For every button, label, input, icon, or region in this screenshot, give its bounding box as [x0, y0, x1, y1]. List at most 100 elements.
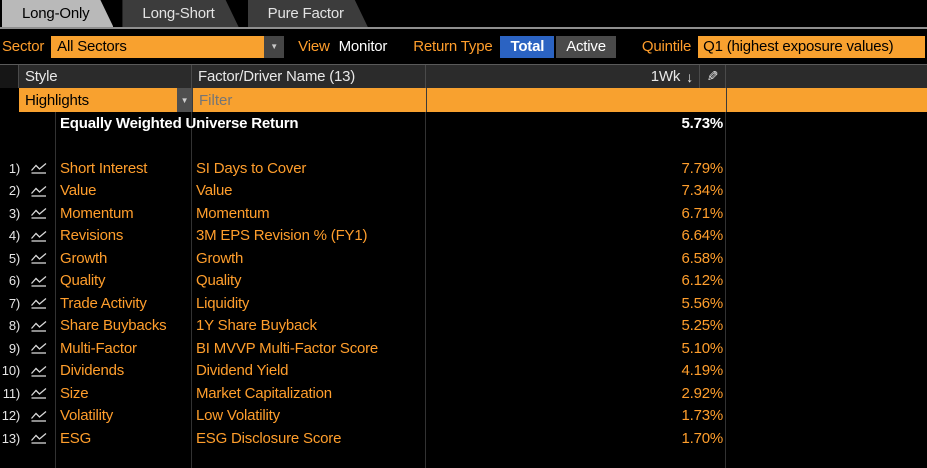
- summary-value: 5.73%: [681, 114, 723, 132]
- factor-cell[interactable]: ESG Disclosure Score: [196, 429, 342, 447]
- value-cell: 4.19%: [681, 362, 723, 380]
- style-cell[interactable]: Short Interest: [60, 159, 148, 177]
- line-chart-icon[interactable]: [30, 275, 48, 287]
- table-header: Style Factor/Driver Name (13) 1Wk ↓ ✎: [0, 64, 927, 88]
- factor-cell[interactable]: Dividend Yield: [196, 362, 289, 380]
- factor-cell[interactable]: SI Days to Cover: [196, 159, 307, 177]
- table-row[interactable]: 13) ESG ESG Disclosure Score 1.70%: [0, 427, 927, 450]
- value-cell: 5.56%: [681, 294, 723, 312]
- style-cell[interactable]: Momentum: [60, 204, 134, 222]
- edit-column-button[interactable]: ✎: [700, 65, 726, 88]
- style-cell[interactable]: Growth: [60, 249, 108, 267]
- line-chart-icon[interactable]: [30, 162, 48, 174]
- return-type-total-button[interactable]: Total: [500, 35, 555, 58]
- line-chart-icon[interactable]: [30, 230, 48, 242]
- table-row[interactable]: 11) Size Market Capitalization 2.92%: [0, 382, 927, 405]
- edit-icon: ✎: [706, 68, 719, 84]
- table-row[interactable]: 10) Dividends Dividend Yield 4.19%: [0, 360, 927, 383]
- filter-cell-empty[interactable]: [726, 88, 927, 112]
- line-chart-icon[interactable]: [30, 252, 48, 264]
- style-filter-dropdown[interactable]: Highlights: [19, 88, 177, 112]
- line-chart-icon[interactable]: [30, 320, 48, 332]
- factor-cell[interactable]: 3M EPS Revision % (FY1): [196, 227, 368, 245]
- line-chart-icon[interactable]: [30, 387, 48, 399]
- style-cell[interactable]: Quality: [60, 272, 106, 290]
- table-row[interactable]: 9) Multi-Factor BI MVVP Multi-Factor Sco…: [0, 337, 927, 360]
- table-row[interactable]: 7) Trade Activity Liquidity 5.56%: [0, 292, 927, 315]
- table-row[interactable]: 8) Share Buybacks 1Y Share Buyback 5.25%: [0, 315, 927, 338]
- value-cell: 7.34%: [681, 182, 723, 200]
- tab-long-only[interactable]: Long-Only: [2, 0, 113, 27]
- factor-cell[interactable]: Market Capitalization: [196, 384, 332, 402]
- sector-dropdown-arrow-icon[interactable]: ▼: [264, 35, 285, 58]
- line-chart-icon[interactable]: [30, 185, 48, 197]
- value-cell: 1.73%: [681, 407, 723, 425]
- table-row[interactable]: 12) Volatility Low Volatility 1.73%: [0, 405, 927, 428]
- line-chart-icon[interactable]: [30, 365, 48, 377]
- style-cell[interactable]: Value: [60, 182, 97, 200]
- factor-cell[interactable]: Value: [196, 182, 233, 200]
- table-row[interactable]: 1) Short Interest SI Days to Cover 7.79%: [0, 157, 927, 180]
- factor-cell[interactable]: Quality: [196, 272, 242, 290]
- view-value[interactable]: Monitor: [338, 38, 388, 55]
- factor-filter-input[interactable]: [192, 88, 426, 112]
- tab-bar: Long-Only Long-Short Pure Factor: [0, 0, 927, 27]
- return-type-active-button[interactable]: Active: [556, 35, 616, 58]
- line-chart-icon[interactable]: [30, 207, 48, 219]
- row-number: 8): [8, 318, 20, 334]
- value-cell: 6.58%: [681, 249, 723, 267]
- table-row[interactable]: 6) Quality Quality 6.12%: [0, 270, 927, 293]
- factor-cell[interactable]: BI MVVP Multi-Factor Score: [196, 339, 379, 357]
- column-header-factor[interactable]: Factor/Driver Name (13): [192, 65, 426, 88]
- value-cell: 6.71%: [681, 204, 723, 222]
- style-cell[interactable]: Volatility: [60, 407, 114, 425]
- row-number: 7): [8, 295, 20, 311]
- tab-pure-factor[interactable]: Pure Factor: [248, 0, 368, 27]
- row-number: 11): [2, 385, 20, 401]
- style-cell[interactable]: Share Buybacks: [60, 317, 167, 335]
- style-cell[interactable]: Multi-Factor: [60, 339, 137, 357]
- row-number: 9): [8, 340, 20, 356]
- style-cell[interactable]: Size: [60, 384, 89, 402]
- line-chart-icon[interactable]: [30, 297, 48, 309]
- style-cell[interactable]: Trade Activity: [60, 294, 147, 312]
- table-row[interactable]: 3) Momentum Momentum 6.71%: [0, 202, 927, 225]
- factor-cell[interactable]: Low Volatility: [196, 407, 280, 425]
- filter-row: Highlights ▼: [0, 88, 927, 112]
- quintile-label: Quintile: [641, 38, 692, 55]
- factor-cell[interactable]: Momentum: [196, 204, 270, 222]
- quintile-dropdown[interactable]: Q1 (highest exposure values): [698, 35, 925, 58]
- row-number: 2): [8, 183, 20, 199]
- row-number: 5): [8, 250, 20, 266]
- tab-long-short[interactable]: Long-Short: [122, 0, 238, 27]
- style-cell[interactable]: ESG: [60, 429, 92, 447]
- table-row[interactable]: 4) Revisions 3M EPS Revision % (FY1) 6.6…: [0, 225, 927, 248]
- style-filter-dropdown-arrow-icon[interactable]: ▼: [177, 88, 192, 112]
- line-chart-icon[interactable]: [30, 410, 48, 422]
- factor-cell[interactable]: Liquidity: [196, 294, 250, 312]
- summary-label: Equally Weighted Universe Return: [60, 114, 299, 132]
- header-empty-cell: [726, 65, 927, 88]
- row-number: 4): [8, 228, 20, 244]
- sort-desc-icon: ↓: [686, 68, 693, 85]
- style-cell[interactable]: Dividends: [60, 362, 125, 380]
- filter-cell-values[interactable]: [426, 88, 726, 112]
- column-header-style[interactable]: Style: [19, 65, 192, 88]
- header-spacer: [0, 65, 19, 88]
- table-row[interactable]: 5) Growth Growth 6.58%: [0, 247, 927, 270]
- line-chart-icon[interactable]: [30, 432, 48, 444]
- column-header-1wk[interactable]: 1Wk ↓: [426, 65, 700, 88]
- factor-cell[interactable]: Growth: [196, 249, 244, 267]
- row-number: 10): [1, 363, 20, 379]
- factor-cell[interactable]: 1Y Share Buyback: [196, 317, 317, 335]
- value-cell: 5.25%: [681, 317, 723, 335]
- value-cell: 7.79%: [681, 159, 723, 177]
- style-cell[interactable]: Revisions: [60, 227, 124, 245]
- table-row[interactable]: 2) Value Value 7.34%: [0, 180, 927, 203]
- value-cell: 1.70%: [681, 429, 723, 447]
- sector-dropdown[interactable]: All Sectors: [51, 35, 265, 58]
- line-chart-icon[interactable]: [30, 342, 48, 354]
- sector-label: Sector: [2, 38, 45, 55]
- filter-row-spacer: [0, 88, 19, 112]
